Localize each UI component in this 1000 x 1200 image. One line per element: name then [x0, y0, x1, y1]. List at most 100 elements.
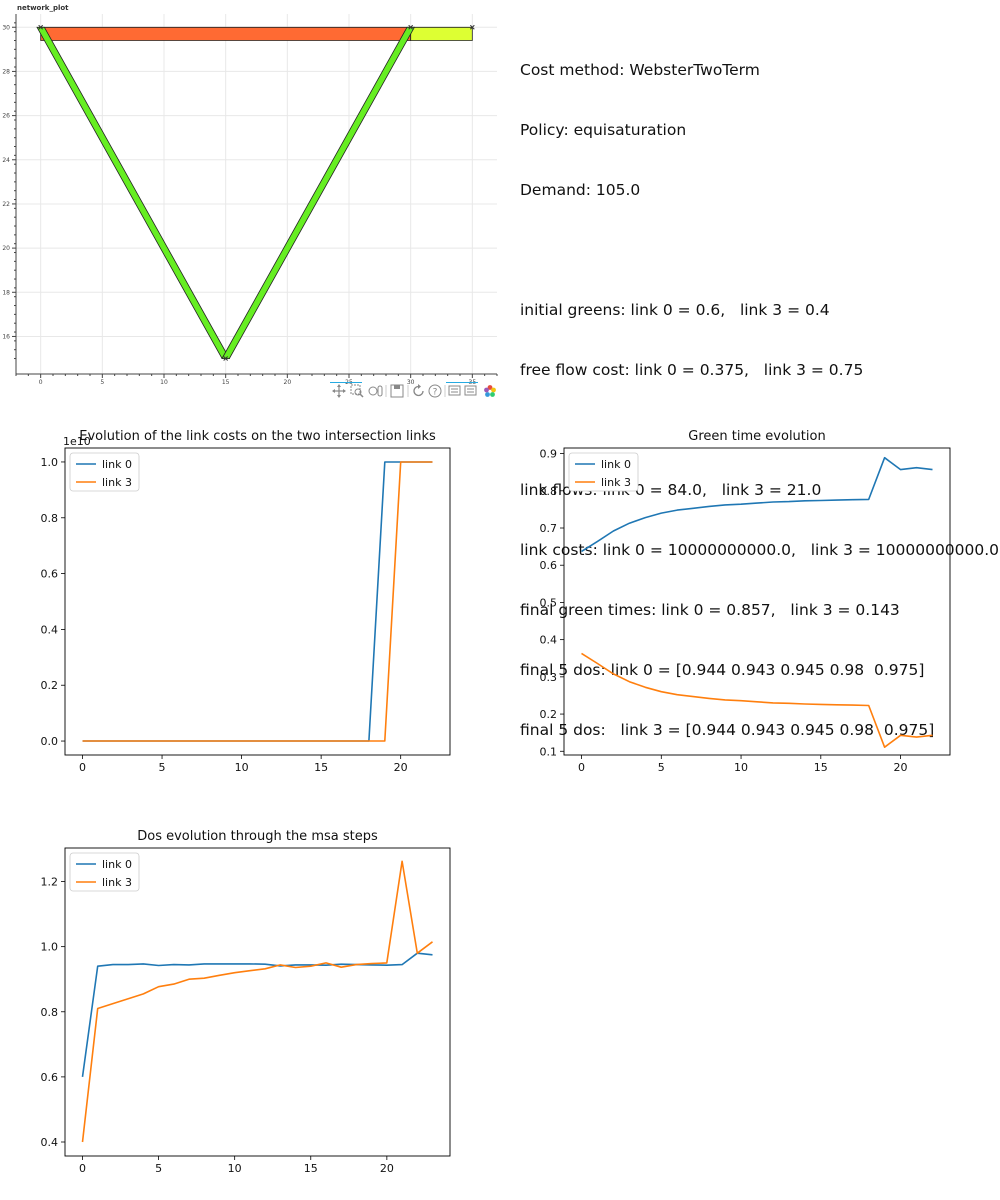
x-tick-label: 0 — [79, 761, 86, 774]
x-tick-label: 20 — [284, 379, 292, 386]
legend-label: link 0 — [102, 858, 132, 871]
legend-label: link 3 — [102, 476, 132, 489]
legend: link 0 link 3 — [69, 852, 140, 892]
dos-evolution-chart: Dos evolution through the msa steps 0 5 10 1… — [41, 829, 451, 1175]
final-dos-link3-text: final 5 dos: link 3 = [0.944 0.943 0.945… — [520, 721, 935, 739]
legend: link 0 link 3 — [69, 452, 140, 492]
results-summary: Cost method: WebsterTwoTerm Policy: equi… — [520, 20, 999, 760]
network-link-0[interactable] — [40, 26, 412, 41]
legend-label: link 0 — [102, 458, 132, 471]
y-tick-label: 0.2 — [41, 679, 59, 692]
green-time-chart: Green time evolution 0 5 10 15 20 0.1 0.2 0.3 0.4… — [540, 429, 951, 774]
x-tick-label: 20 — [894, 761, 908, 774]
y-tick-label: 0.2 — [540, 708, 558, 721]
series-line-link-3 — [581, 652, 933, 748]
final-green-times-text: final green times: link 0 = 0.857, link … — [520, 601, 900, 619]
y-tick-label: 1.2 — [41, 876, 59, 889]
series-line-link-3 — [81, 860, 433, 1143]
x-tick-label: 15 — [814, 761, 828, 774]
pan-icon[interactable] — [332, 384, 346, 398]
x-tick-label: 5 — [159, 761, 166, 774]
network-plot-title: network_plot — [17, 4, 69, 12]
y-tick-label: 26 — [2, 113, 10, 120]
hover-icon[interactable] — [448, 385, 461, 396]
y-tick-label: 0.3 — [540, 671, 558, 684]
x-tick-label: 0 — [578, 761, 585, 774]
y-tick-label: 0.8 — [41, 512, 59, 525]
x-tick-label: 15 — [304, 1162, 318, 1175]
network-node-1[interactable] — [223, 356, 229, 361]
y-tick-label: 22 — [2, 201, 10, 208]
y-tick-label: 1.0 — [41, 456, 59, 469]
y-tick-label: 0.1 — [540, 745, 558, 758]
tap-icon[interactable] — [464, 385, 477, 396]
policy-text: Policy: equisaturation — [520, 121, 687, 139]
y-tick-label: 16 — [2, 333, 10, 340]
legend-label: link 0 — [601, 458, 631, 471]
y-tick-label: 30 — [2, 24, 10, 31]
cost-method-text: Cost method: WebsterTwoTerm — [520, 61, 760, 79]
plot-frame — [64, 847, 451, 1157]
plot-toolbar: ? — [330, 382, 496, 398]
network-plot: network_plot 0 5 10 15 20 25 30 351618202224262… — [2, 4, 498, 386]
demand-text: Demand: 105.0 — [520, 181, 641, 199]
network-node-2[interactable] — [408, 24, 414, 30]
box-zoom-icon[interactable] — [350, 384, 364, 398]
svg-text:?: ? — [433, 388, 438, 398]
y-tick-label: 0.9 — [540, 448, 558, 461]
save-icon[interactable] — [390, 384, 404, 398]
network-node-3[interactable] — [469, 24, 475, 30]
reset-icon[interactable] — [413, 384, 424, 397]
y-tick-label: 28 — [2, 68, 10, 75]
series-line-link-0 — [581, 456, 933, 553]
y-tick-label: 0.6 — [41, 1071, 59, 1084]
y-offset-label: 1e10 — [63, 435, 91, 448]
y-tick-label: 20 — [2, 245, 10, 252]
network-link-1[interactable] — [410, 26, 473, 41]
initial-greens-text: initial greens: link 0 = 0.6, link 3 = 0… — [520, 301, 830, 319]
x-tick-label: 5 — [658, 761, 665, 774]
free-flow-cost-text: free flow cost: link 0 = 0.375, link 3 =… — [520, 361, 864, 379]
y-tick-label: 0.6 — [540, 559, 558, 572]
y-tick-label: 0.4 — [540, 634, 558, 647]
y-tick-label: 0.4 — [41, 623, 59, 636]
y-tick-label: 1.0 — [41, 941, 59, 954]
help-icon[interactable]: ? — [428, 384, 442, 398]
y-tick-label: 0.8 — [41, 1006, 59, 1019]
chart-title: Green time evolution — [688, 429, 825, 444]
x-tick-label: 20 — [394, 761, 408, 774]
wheel-zoom-icon[interactable] — [368, 385, 383, 397]
x-tick-label: 5 — [100, 379, 104, 386]
x-tick-label: 20 — [380, 1162, 394, 1175]
x-tick-label: 10 — [734, 761, 748, 774]
x-tick-label: 30 — [407, 379, 415, 386]
legend-label: link 3 — [601, 476, 631, 489]
x-tick-label: 10 — [235, 761, 249, 774]
y-tick-label: 24 — [2, 157, 10, 164]
legend-label: link 3 — [102, 876, 132, 889]
x-tick-label: 15 — [314, 761, 328, 774]
plot-frame — [64, 447, 451, 756]
x-tick-label: 15 — [222, 379, 230, 386]
link-costs-text: link costs: link 0 = 10000000000.0, link… — [520, 541, 1000, 559]
x-tick-label: 10 — [160, 379, 168, 386]
network-link-3[interactable] — [221, 26, 416, 359]
network-node-0[interactable] — [38, 24, 44, 30]
network-link-2[interactable] — [36, 26, 231, 359]
y-tick-label: 0.8 — [540, 485, 558, 498]
y-tick-label: 0.7 — [540, 522, 558, 535]
series-line-link-3 — [82, 461, 433, 742]
y-tick-label: 0.0 — [41, 735, 59, 748]
x-tick-label: 0 — [79, 1162, 86, 1175]
plot-frame — [563, 447, 951, 756]
y-tick-label: 0.6 — [41, 568, 59, 581]
series-line-link-0 — [82, 461, 433, 742]
network-grid — [16, 14, 497, 374]
chart-title: Evolution of the link costs on the two i… — [79, 429, 436, 444]
legend: link 0 link 3 — [568, 452, 639, 492]
x-tick-label: 5 — [155, 1162, 162, 1175]
link-costs-chart: Evolution of the link costs on the two i… — [41, 429, 451, 774]
chart-title: Dos evolution through the msa steps — [137, 829, 378, 844]
y-tick-label: 18 — [2, 289, 10, 296]
bokeh-logo-icon[interactable] — [484, 385, 496, 397]
